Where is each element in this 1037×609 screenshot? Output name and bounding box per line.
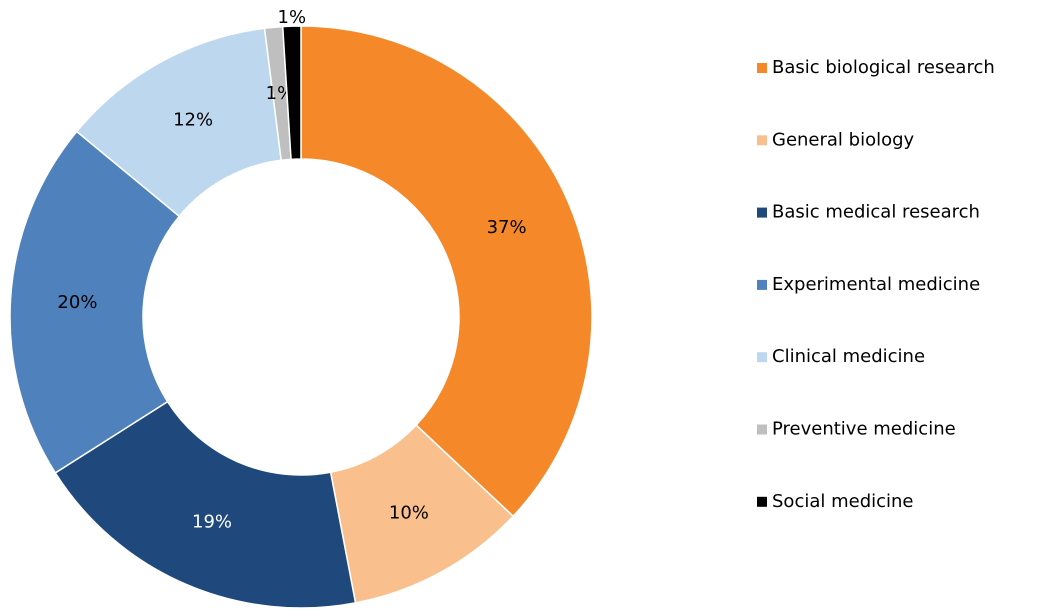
- legend-label: Preventive medicine: [772, 419, 956, 440]
- legend-swatch: [757, 352, 767, 363]
- legend-swatch: [757, 63, 767, 73]
- data-label: 10%: [389, 502, 429, 523]
- data-label: 37%: [487, 217, 527, 238]
- legend-label: Basic medical research: [772, 202, 980, 223]
- donut-slice: [9, 130, 181, 474]
- donut-slice: [281, 25, 302, 161]
- legend-label: Social medicine: [772, 491, 914, 512]
- legend-swatch: [757, 135, 767, 146]
- legend-swatch: [757, 207, 767, 218]
- donut-slice: [300, 25, 593, 518]
- data-label: 19%: [192, 512, 232, 533]
- legend-swatch: [757, 279, 767, 290]
- legend-swatch: [757, 496, 767, 507]
- data-label: 12%: [173, 110, 213, 131]
- donut-slice: [54, 400, 357, 609]
- legend-swatch: [757, 424, 767, 435]
- data-label: 20%: [57, 292, 97, 313]
- legend-label: Experimental medicine: [772, 274, 980, 295]
- legend-label: Clinical medicine: [772, 346, 925, 367]
- legend-label: Basic biological research: [772, 57, 995, 78]
- data-label: 1%: [278, 7, 307, 28]
- legend-label: General biology: [772, 129, 915, 150]
